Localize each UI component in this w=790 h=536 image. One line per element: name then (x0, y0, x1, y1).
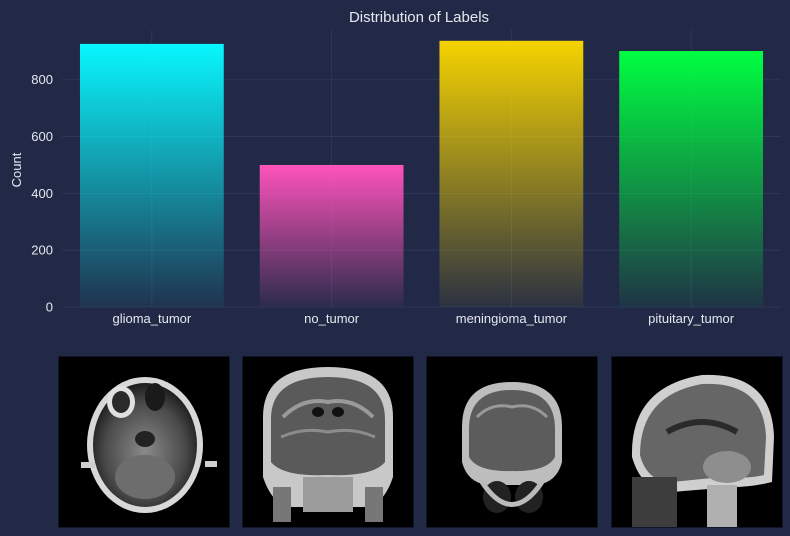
mri-sagittal-scan-icon (631, 374, 774, 527)
bars (79, 40, 764, 308)
sample-image-no-tumor (242, 356, 414, 528)
x-tick-label: glioma_tumor (112, 311, 191, 326)
x-tick-label: pituitary_tumor (648, 311, 735, 326)
mri-coronal-scan-icon (263, 367, 393, 522)
sample-image-meningioma (426, 356, 598, 528)
bar-glioma-tumor (79, 43, 224, 308)
mri-axial-scan-icon (81, 377, 217, 513)
sample-image-pituitary (611, 356, 783, 528)
chart-title: Distribution of Labels (349, 9, 489, 26)
sample-image-glioma (58, 356, 230, 528)
y-tick-label: 600 (31, 129, 53, 144)
y-tick-labels: 0 200 400 600 800 (31, 72, 53, 314)
y-tick-label: 0 (46, 300, 53, 315)
mri-coronal-scan-icon (462, 382, 562, 513)
y-axis-label: Count (9, 152, 24, 187)
x-tick-label: no_tumor (304, 311, 360, 326)
y-tick-label: 400 (31, 186, 53, 201)
x-tick-labels: glioma_tumor no_tumor meningioma_tumor pitu… (112, 311, 734, 326)
y-tick-label: 200 (31, 243, 53, 258)
x-tick-label: meningioma_tumor (456, 311, 568, 326)
bar-pituitary-tumor (619, 51, 764, 307)
bar-chart: 0 200 400 600 800 glioma_tumor no_tumor mening… (9, 9, 781, 326)
bar-meningioma-tumor (439, 40, 584, 307)
y-tick-label: 800 (31, 72, 53, 87)
bar-no-tumor (259, 164, 404, 307)
